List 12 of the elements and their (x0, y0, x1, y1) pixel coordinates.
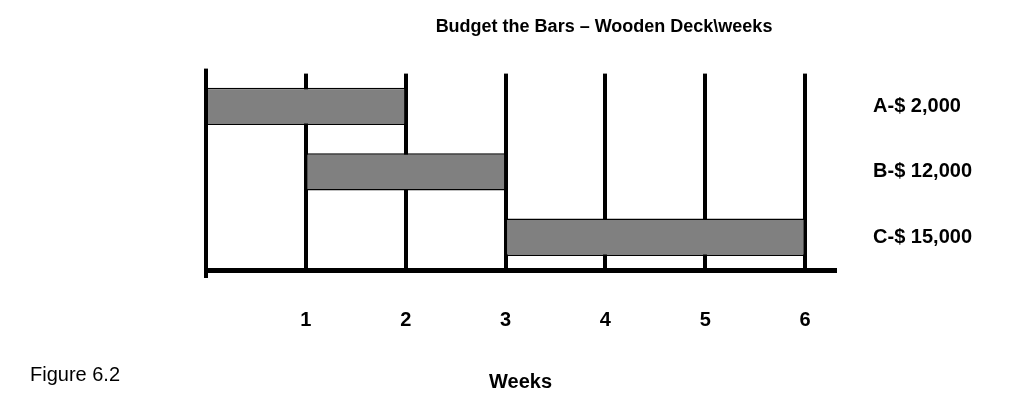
x-tick-label: 2 (400, 307, 412, 330)
x-tick-label: 4 (599, 307, 612, 330)
x-axis-title: Weeks (489, 369, 553, 392)
x-tick-label: 5 (699, 307, 711, 330)
x-tick-label: 3 (499, 307, 512, 330)
x-tick-label: 1 (300, 307, 312, 330)
y-tick-label: B-$ 12,000 (873, 159, 973, 182)
y-tick-label: C-$ 15,000 (873, 224, 973, 247)
caption: Figure 6.2 (30, 362, 121, 385)
x-tick-label: 6 (799, 307, 811, 330)
y-tick-label: A-$ 2,000 (873, 93, 961, 116)
chart-title: Budget the Bars – Wooden Deck\weeks (435, 15, 773, 36)
